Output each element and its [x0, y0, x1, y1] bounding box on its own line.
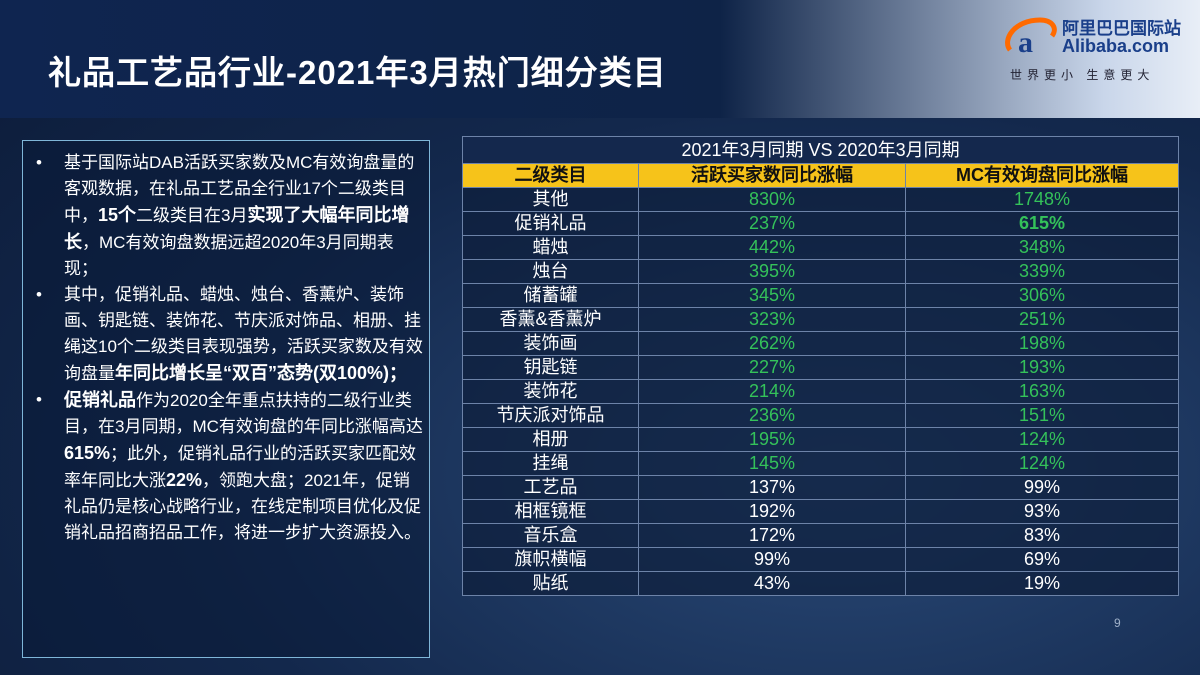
table-row: 音乐盒 172% 83% — [462, 523, 1180, 548]
bold-text: 15个 — [98, 205, 137, 225]
table-row: 香薰&香薰炉 323% 251% — [462, 307, 1180, 332]
bold-text: 实现了大幅年同比增长 — [64, 205, 410, 252]
text: 基于国际站DAB活跃买家数及MC有效询盘量的客观数据，在礼品工艺品全行业17个二… — [64, 153, 415, 225]
text: ，MC有效询盘数据远超2020年3月同期表现； — [64, 233, 394, 278]
text: 作为2020全年重点扶持的二级行业类目，在3月同期，MC有效询盘的年同比涨幅高达 — [64, 391, 423, 436]
text: ；此外，促销礼品行业的活跃买家匹配效率年同比大涨 — [64, 444, 417, 490]
logo-mark: a — [1005, 17, 1057, 59]
value-cell: 69% — [904, 547, 1180, 572]
bold-text: 促销礼品 — [64, 390, 136, 410]
data-table: 2021年3月同期 VS 2020年3月同期 二级类目 活跃买家数同比涨幅 MC有效… — [461, 136, 1180, 596]
category-cell: 促销礼品 — [462, 211, 639, 236]
category-cell: 蜡烛 — [462, 235, 639, 260]
category-cell: 挂绳 — [462, 451, 639, 476]
value-cell: 306% — [904, 283, 1180, 308]
table-row: 旗帜横幅 99% 69% — [462, 547, 1180, 572]
value-cell: 339% — [904, 259, 1180, 284]
value-cell: 237% — [638, 211, 906, 236]
value-cell: 19% — [904, 571, 1180, 596]
value-cell: 43% — [638, 571, 906, 596]
value-cell: 251% — [904, 307, 1180, 332]
value-cell: 151% — [904, 403, 1180, 428]
category-cell: 相册 — [462, 427, 639, 452]
table-row: 蜡烛 442% 348% — [462, 235, 1180, 260]
table-row: 其他 830% 1748% — [462, 187, 1180, 212]
bold-text: 22% — [166, 470, 203, 490]
value-cell: 348% — [904, 235, 1180, 260]
text: 其中，促销礼品、蜡烛、烛台、香薰炉、装饰画、钥匙链、装饰花、节庆派对饰品、相册、… — [64, 285, 423, 383]
category-cell: 钥匙链 — [462, 355, 639, 380]
logo-en: Alibaba.com — [1062, 36, 1170, 56]
table-row: 钥匙链 227% 193% — [462, 355, 1180, 380]
table-row: 相框镜框 192% 93% — [462, 499, 1180, 524]
value-cell: 93% — [904, 499, 1180, 524]
value-cell: 99% — [638, 547, 906, 572]
value-cell: 172% — [638, 523, 906, 548]
bullet: 促销礼品作为2020全年重点扶持的二级行业类目，在3月同期，MC有效询盘的年同比… — [30, 387, 426, 546]
value-cell: 214% — [638, 379, 906, 404]
value-cell: 99% — [904, 475, 1180, 500]
table-row: 工艺品 137% 99% — [462, 475, 1180, 500]
value-cell: 395% — [638, 259, 906, 284]
bold-text: 年同比增长呈“双百”态势(双100%)； — [115, 363, 408, 383]
page-number: 9 — [1114, 616, 1121, 630]
bullet: 基于国际站DAB活跃买家数及MC有效询盘量的客观数据，在礼品工艺品全行业17个二… — [30, 150, 426, 282]
table-caption: 2021年3月同期 VS 2020年3月同期 — [461, 136, 1180, 164]
category-cell: 香薰&香薰炉 — [462, 307, 639, 332]
value-cell: 124% — [904, 427, 1180, 452]
slide-title: 礼品工艺品行业-2021年3月热门细分类目 — [48, 54, 667, 91]
svg-text:a: a — [1018, 26, 1033, 59]
value-cell: 1748% — [904, 187, 1180, 212]
value-cell: 83% — [904, 523, 1180, 548]
table-row: 节庆派对饰品 236% 151% — [462, 403, 1180, 428]
value-cell: 323% — [638, 307, 906, 332]
table-row: 烛台 395% 339% — [462, 259, 1180, 284]
column-header: 二级类目 — [462, 163, 639, 188]
category-cell: 烛台 — [462, 259, 639, 284]
table-row: 相册 195% 124% — [462, 427, 1180, 452]
value-cell: 236% — [638, 403, 906, 428]
category-cell: 音乐盒 — [462, 523, 639, 548]
value-cell: 124% — [904, 451, 1180, 476]
header-band — [0, 0, 1200, 118]
table-row: 促销礼品 237% 615% — [462, 211, 1180, 236]
value-cell: 345% — [638, 283, 906, 308]
value-cell: 198% — [904, 331, 1180, 356]
value-cell: 137% — [638, 475, 906, 500]
value-cell: 262% — [638, 331, 906, 356]
text: ，领跑大盘；2021年，促销礼品仍是核心战略行业，在线定制项目优化及促销礼品招商… — [64, 471, 421, 542]
category-cell: 相框镜框 — [462, 499, 639, 524]
category-cell: 工艺品 — [462, 475, 639, 500]
category-cell: 旗帜横幅 — [462, 547, 639, 572]
table-row: 储蓄罐 345% 306% — [462, 283, 1180, 308]
logo-slogan: 世界更小 生意更大 — [1010, 68, 1155, 82]
text: 二级类目在3月 — [136, 206, 248, 225]
category-cell: 装饰花 — [462, 379, 639, 404]
column-header: 活跃买家数同比涨幅 — [638, 163, 906, 188]
value-cell: 830% — [638, 187, 906, 212]
category-cell: 贴纸 — [462, 571, 639, 596]
value-cell: 195% — [638, 427, 906, 452]
column-header: MC有效询盘同比涨幅 — [904, 163, 1180, 188]
category-cell: 装饰画 — [462, 331, 639, 356]
value-cell: 163% — [904, 379, 1180, 404]
table-row: 贴纸 43% 19% — [462, 571, 1180, 596]
logo-cn: 阿里巴巴国际站 — [1062, 19, 1181, 38]
category-cell: 储蓄罐 — [462, 283, 639, 308]
bullet: 其中，促销礼品、蜡烛、烛台、香薰炉、装饰画、钥匙链、装饰花、节庆派对饰品、相册、… — [30, 282, 426, 387]
value-cell: 227% — [638, 355, 906, 380]
category-cell: 节庆派对饰品 — [462, 403, 639, 428]
value-cell: 442% — [638, 235, 906, 260]
bullet-list: 基于国际站DAB活跃买家数及MC有效询盘量的客观数据，在礼品工艺品全行业17个二… — [30, 150, 426, 546]
value-cell: 145% — [638, 451, 906, 476]
value-cell: 193% — [904, 355, 1180, 380]
table-row: 挂绳 145% 124% — [462, 451, 1180, 476]
table-row: 装饰画 262% 198% — [462, 331, 1180, 356]
value-cell: 192% — [638, 499, 906, 524]
value-cell: 615% — [904, 211, 1180, 236]
table-row: 装饰花 214% 163% — [462, 379, 1180, 404]
bold-text: 615% — [64, 443, 111, 463]
category-cell: 其他 — [462, 187, 639, 212]
